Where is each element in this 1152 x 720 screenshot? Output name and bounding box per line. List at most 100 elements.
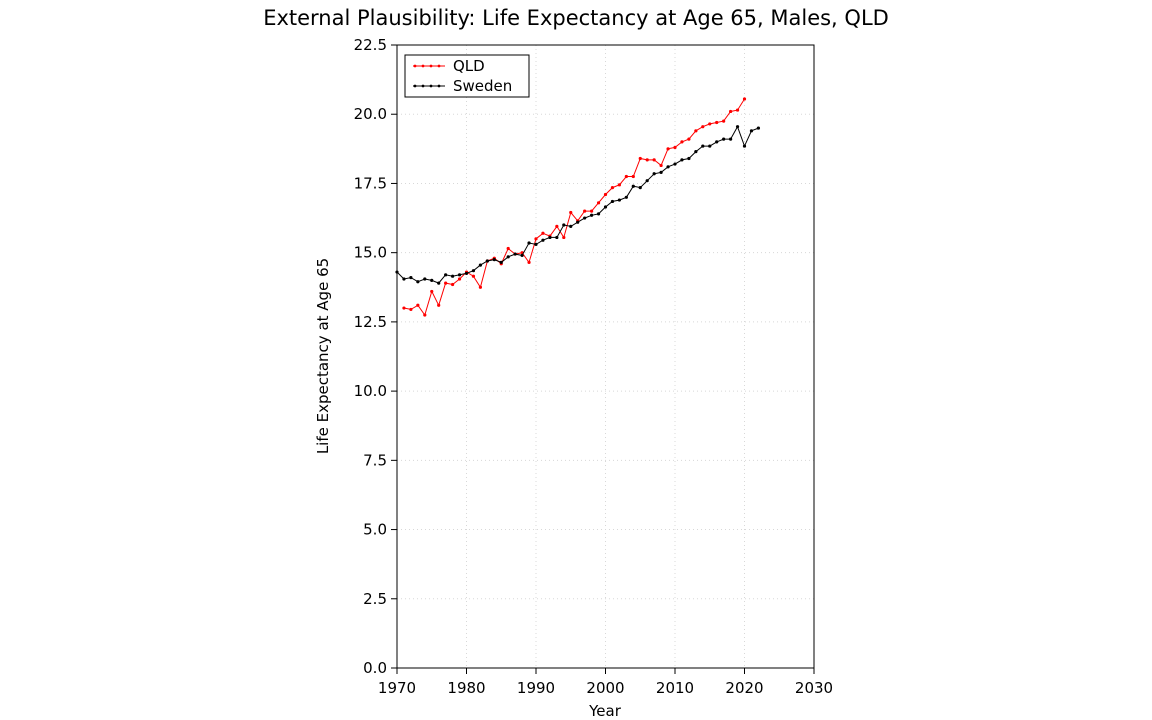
data-point-sweden xyxy=(742,144,747,148)
data-point-sweden xyxy=(708,144,712,148)
data-point-sweden xyxy=(729,137,733,141)
data-point-sweden xyxy=(624,195,628,199)
data-point-sweden xyxy=(506,255,510,259)
y-tick-label: 15.0 xyxy=(354,244,387,262)
grid xyxy=(397,45,814,668)
y-tick-label: 20.0 xyxy=(354,105,387,123)
data-point-sweden xyxy=(631,184,635,188)
data-point-sweden xyxy=(513,252,517,256)
x-tick-label: 2010 xyxy=(656,679,694,697)
chart-title: External Plausibility: Life Expectancy a… xyxy=(263,6,889,30)
data-point-sweden xyxy=(583,216,587,220)
x-tick-label: 2030 xyxy=(795,679,833,697)
legend-box xyxy=(404,54,530,98)
data-point-qld xyxy=(652,158,656,162)
data-point-sweden xyxy=(520,253,524,258)
data-point-qld xyxy=(402,306,406,310)
data-point-qld xyxy=(617,183,622,187)
data-point-qld xyxy=(603,192,608,197)
data-point-sweden xyxy=(437,281,441,285)
series-line-qld xyxy=(403,98,745,317)
data-point-qld xyxy=(666,147,670,151)
data-point-qld xyxy=(610,185,615,190)
data-point-sweden xyxy=(562,223,566,227)
y-tick-label: 0.0 xyxy=(363,659,387,677)
data-point-qld xyxy=(701,125,705,129)
axes: 1970 1980 1990 2000 2010 2020 2030 0.0 2.5 5.0 7.5… xyxy=(354,36,834,697)
legend-marker-qld xyxy=(413,64,417,68)
data-point-qld xyxy=(694,129,698,133)
data-point-sweden xyxy=(735,125,740,129)
data-point-qld xyxy=(596,201,601,205)
data-point-sweden xyxy=(659,170,663,174)
data-point-qld xyxy=(590,209,594,213)
data-point-qld xyxy=(638,156,642,161)
data-point-sweden xyxy=(430,278,434,282)
data-point-qld xyxy=(555,224,559,228)
data-point-sweden xyxy=(548,235,552,240)
plot-frame xyxy=(396,44,815,669)
data-point-sweden xyxy=(701,144,705,148)
data-point-sweden xyxy=(492,257,496,262)
data-point-sweden xyxy=(722,137,726,141)
data-point-sweden xyxy=(603,205,608,209)
legend-label-qld: QLD xyxy=(453,57,485,75)
data-point-qld xyxy=(527,260,531,264)
data-point-sweden xyxy=(610,199,615,204)
data-point-sweden xyxy=(666,165,670,169)
data-point-sweden xyxy=(590,213,594,217)
y-tick-label: 22.5 xyxy=(354,36,387,54)
legend-marker-qld xyxy=(437,64,441,68)
data-point-sweden xyxy=(652,172,656,176)
x-tick-label: 1980 xyxy=(447,679,485,697)
data-point-sweden xyxy=(485,259,489,263)
data-point-sweden xyxy=(569,224,573,228)
legend-marker-sweden xyxy=(437,84,441,88)
data-point-sweden xyxy=(645,179,649,183)
legend-marker-qld xyxy=(429,64,433,68)
series-line-sweden xyxy=(396,125,759,284)
legend-marker-qld xyxy=(421,64,425,68)
data-point-qld xyxy=(437,303,441,307)
data-point-sweden xyxy=(409,275,413,280)
data-point-sweden xyxy=(555,235,559,240)
x-tick-label: 2020 xyxy=(725,679,763,697)
legend: QLD Sweden xyxy=(404,54,530,98)
data-point-sweden xyxy=(471,269,476,273)
data-point-qld xyxy=(624,174,628,179)
data-point-qld xyxy=(506,246,510,251)
x-tick-label: 1970 xyxy=(378,679,416,697)
legend-marker-sweden xyxy=(429,84,433,88)
data-point-sweden xyxy=(478,263,482,267)
y-tick-label: 10.0 xyxy=(354,382,387,400)
data-point-qld xyxy=(423,313,427,317)
data-point-qld xyxy=(687,137,691,141)
data-point-qld xyxy=(430,289,434,294)
y-tick-label: 5.0 xyxy=(363,521,387,539)
data-point-sweden xyxy=(715,140,719,144)
data-point-qld xyxy=(673,145,677,150)
data-point-qld xyxy=(478,285,482,289)
data-point-qld xyxy=(444,281,448,285)
y-axis-label: Life Expectancy at Age 65 xyxy=(314,258,332,454)
y-tick-label: 12.5 xyxy=(354,313,387,331)
y-tick-label: 7.5 xyxy=(363,451,387,469)
data-point-qld xyxy=(534,237,538,241)
data-point-qld xyxy=(742,97,747,101)
data-point-qld xyxy=(457,277,462,281)
data-point-qld xyxy=(735,108,740,112)
data-point-sweden xyxy=(444,273,448,277)
data-point-sweden xyxy=(395,270,399,274)
legend-marker-sweden xyxy=(413,84,417,88)
data-point-qld xyxy=(680,140,684,144)
data-point-sweden xyxy=(749,129,754,133)
data-point-sweden xyxy=(756,126,761,130)
data-point-qld xyxy=(645,158,649,162)
y-tick-label: 2.5 xyxy=(363,590,387,608)
data-point-qld xyxy=(471,274,476,278)
data-point-sweden xyxy=(687,156,691,161)
data-point-sweden xyxy=(694,150,698,154)
data-point-qld xyxy=(451,282,455,287)
data-point-sweden xyxy=(576,220,580,224)
